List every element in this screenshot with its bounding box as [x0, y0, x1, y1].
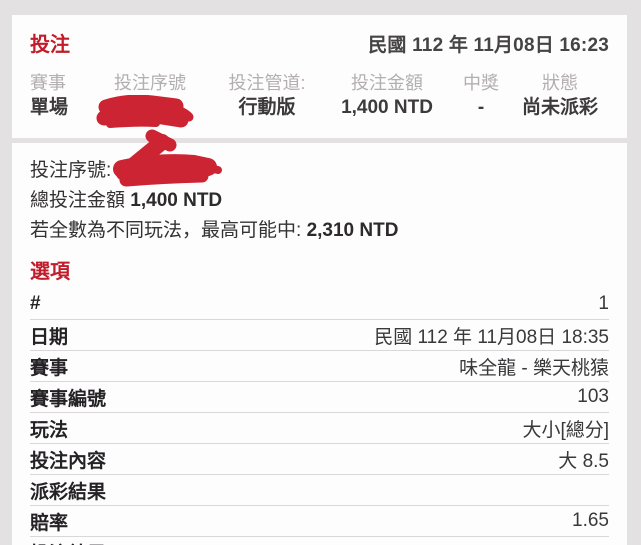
detail-row-value: 民國 112 年 11月08日 18:35	[374, 326, 609, 348]
serial-number-line: 投注序號:	[30, 156, 609, 186]
bet-column-value: -	[477, 97, 485, 118]
bet-summary-column: 投注金額 1,400 NTD	[323, 71, 451, 121]
detail-row: 投注內容 大 8.5	[30, 444, 609, 475]
bet-column-header: 投注金額	[351, 73, 423, 93]
detail-row: # 1	[30, 289, 609, 320]
max-win-label: 若全數為不同玩法，最高可能中:	[30, 220, 307, 241]
bet-summary-table: 賽事 單場 投注序號 投注管道: 行動版 投注金額	[12, 57, 627, 121]
detail-row-label: 投注結果	[30, 539, 106, 545]
max-win-line: 若全數為不同玩法，最高可能中: 2,310 NTD	[30, 216, 609, 246]
bet-column-header: 賽事	[30, 73, 66, 93]
detail-row-value: 1.65	[572, 510, 609, 531]
bet-column-value: 1,400 NTD	[341, 97, 433, 118]
detail-row-value: 大 8.5	[558, 450, 609, 472]
detail-row-label: 投注內容	[30, 450, 107, 472]
bet-summary-column: 狀態 尚未派彩	[511, 71, 609, 121]
detail-row-value: 大小[總分]	[522, 419, 609, 441]
total-amount-line: 總投注金額 1,400 NTD	[30, 186, 609, 216]
detail-row-label: 派彩結果	[30, 481, 107, 503]
bet-summary-column: 中獎 -	[452, 71, 510, 121]
bet-summary-column: 投注序號	[89, 71, 211, 121]
detail-row: 玩法 大小[總分]	[30, 413, 609, 444]
bet-summary-column: 賽事 單場	[30, 71, 88, 121]
bet-summary-columns: 賽事 單場 投注序號 投注管道: 行動版 投注金額	[30, 71, 609, 121]
detail-row: 賽事編號 103	[30, 382, 609, 413]
bet-totals-summary: 投注序號: 總投注金額 1,400 NTD 若全數為不同玩法，最高可能中: 2,…	[12, 143, 627, 246]
options-section-title: 選項	[30, 261, 70, 283]
bet-column-header: 狀態	[542, 73, 578, 93]
detail-row-value: 味全龍 - 樂天桃猿	[459, 357, 609, 379]
detail-row-label: 賽事	[30, 357, 69, 379]
detail-row: 賠率 1.65	[30, 506, 609, 537]
page-title: 投注	[30, 34, 70, 56]
bet-column-value: 行動版	[238, 97, 296, 118]
bet-column-value: 尚未派彩	[521, 97, 598, 118]
bet-column-header: 投注序號	[114, 73, 186, 93]
max-win-value: 2,310 NTD	[306, 220, 399, 241]
bet-column-header: 投注管道:	[228, 73, 306, 93]
detail-row: 派彩結果	[30, 475, 609, 506]
detail-row-label: #	[30, 293, 41, 314]
detail-row-value: 1	[598, 293, 609, 314]
options-detail-table: # 1 日期 民國 112 年 11月08日 18:35 賽事 味全龍 - 樂天…	[30, 289, 609, 545]
bet-header-card: 投注 民國 112 年 11月08日 16:23 賽事 單場 投注序號	[12, 15, 627, 138]
total-amount-label: 總投注金額	[30, 190, 131, 211]
detail-row: 投注結果	[30, 537, 609, 545]
page-header: 投注 民國 112 年 11月08日 16:23	[12, 15, 627, 57]
detail-row-label: 玩法	[30, 419, 69, 441]
bet-column-value: 單場	[30, 97, 69, 118]
bet-column-header: 中獎	[463, 73, 499, 93]
serial-number-label: 投注序號:	[30, 160, 112, 181]
detail-row-label: 賽事編號	[30, 388, 107, 410]
bet-detail-card: 投注序號: 總投注金額 1,400 NTD 若全數為不同玩法，最高可能中: 2,…	[12, 143, 627, 545]
bet-summary-column: 投注管道: 行動版	[212, 71, 322, 121]
detail-row: 賽事 味全龍 - 樂天桃猿	[30, 351, 609, 382]
total-amount-value: 1,400 NTD	[130, 190, 223, 211]
bet-placed-datetime: 民國 112 年 11月08日 16:23	[368, 35, 609, 56]
detail-row-label: 賠率	[30, 512, 69, 534]
detail-row: 日期 民國 112 年 11月08日 18:35	[30, 320, 609, 351]
detail-row-value: 103	[577, 386, 609, 407]
detail-row-label: 日期	[30, 326, 69, 348]
